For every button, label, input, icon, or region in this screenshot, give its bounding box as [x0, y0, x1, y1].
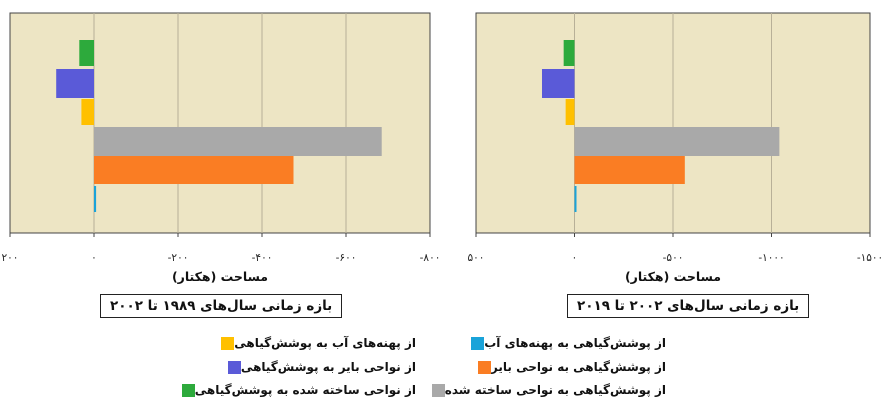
bar-bare-to-veg: [56, 69, 94, 98]
legend-item: از پوشش‌گیاهی به نواحی ساخته شده: [424, 383, 666, 397]
plot-area: [9, 12, 431, 234]
bar-bare: [574, 156, 685, 184]
bar-built: [94, 127, 382, 156]
legend-label: از پوشش‌گیاهی به پهنه‌های آب: [484, 336, 666, 350]
bar-water: [574, 186, 577, 212]
legend-label: از نواحی ساخته شده به پوشش‌گیاهی: [194, 383, 416, 397]
legend-label: از پهنه‌های آب به پوشش‌گیاهی: [234, 336, 416, 350]
x-tick-label: -۴۰۰: [252, 252, 273, 264]
chart-title-right: بازه زمانی سال‌های ۲۰۰۲ تا ۲۰۱۹: [567, 294, 810, 318]
x-tick-label: -۱۵۰۰: [857, 252, 883, 264]
legend-swatch: [471, 336, 485, 350]
bar-built-to-veg: [79, 40, 94, 66]
x-tick-label: ۲۰۰: [2, 252, 19, 264]
x-axis-label: مساحت (هکتار): [625, 269, 721, 284]
legend-item: از پهنه‌های آب به پوشش‌گیاهی: [213, 336, 416, 350]
legend-swatch: [181, 383, 195, 397]
bar-built: [574, 127, 780, 156]
legend-item: از نواحی ساخته شده به پوشش‌گیاهی: [174, 383, 416, 397]
bar-water-to-veg: [565, 99, 575, 125]
legend-label: از پوشش‌گیاهی به نواحی ساخته شده: [444, 383, 666, 397]
chart-title-left: بازه زمانی سال‌های ۱۹۸۹ تا ۲۰۰۲: [100, 294, 343, 318]
x-tick-label: ۵۰۰: [468, 252, 485, 264]
legend-item: از نواحی بایر به پوشش‌گیاهی: [220, 360, 416, 374]
x-tick-label: ۰: [91, 252, 97, 264]
legend-swatch: [227, 360, 241, 374]
bar-bare: [94, 156, 294, 184]
legend-swatch: [221, 336, 235, 350]
x-tick-label: -۲۰۰: [168, 252, 189, 264]
legend-label: از نواحی بایر به پوشش‌گیاهی: [240, 360, 416, 374]
legend-swatch: [477, 360, 491, 374]
x-tick-label: -۶۰۰: [336, 252, 357, 264]
x-tick-label: -۸۰۰: [420, 252, 441, 264]
x-tick-label: -۵۰۰: [663, 252, 684, 264]
bar-water: [94, 186, 97, 212]
legend-label: از پوشش‌گیاهی به نواحی بایر: [490, 360, 666, 374]
x-tick-label: -۱۰۰۰: [758, 252, 784, 264]
legend-swatch: [431, 383, 445, 397]
legend-item: از پوشش‌گیاهی به نواحی بایر: [470, 360, 666, 374]
bar-built-to-veg: [563, 40, 575, 66]
x-tick-label: ۰: [572, 252, 578, 264]
bar-water-to-veg: [81, 99, 94, 125]
x-axis-label: مساحت (هکتار): [172, 269, 268, 284]
bar-bare-to-veg: [541, 69, 575, 98]
legend-item: از پوشش‌گیاهی به پهنه‌های آب: [463, 336, 666, 350]
